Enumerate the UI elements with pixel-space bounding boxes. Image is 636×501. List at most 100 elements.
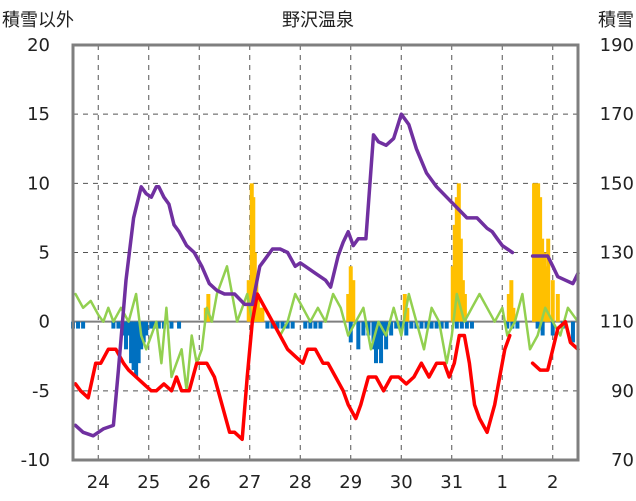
precipitation-bar: [454, 197, 459, 322]
precipitation-bar: [351, 280, 356, 322]
snow_depth_change-bar: [290, 321, 295, 329]
snow_depth_change-bar: [361, 321, 366, 336]
snow_depth_change-bar: [550, 321, 555, 336]
snow_depth_change-bar: [464, 321, 469, 329]
snow_depth_change-bar: [129, 321, 134, 364]
snow_depth_change-bar: [111, 321, 116, 329]
precipitation-bar: [532, 183, 537, 322]
precipitation-bar: [546, 238, 551, 322]
snow_depth_change-bar: [275, 321, 280, 329]
series-lines: [73, 112, 580, 442]
temperature-line: [530, 319, 580, 372]
snow_depth_change-bar: [134, 321, 139, 377]
precipitation-bar: [540, 238, 545, 322]
x-tick-label: 26: [188, 472, 211, 493]
bars: [71, 183, 575, 377]
plot-frame: [71, 43, 580, 462]
y-tick-label-left: 15: [27, 104, 50, 125]
precipitation-bar: [511, 307, 516, 322]
snow_depth_change-bar: [76, 321, 81, 329]
precipitation-bar: [542, 252, 547, 322]
snow_depth-line: [73, 112, 515, 438]
precipitation-bar: [452, 224, 457, 322]
snow_depth_change-bar: [124, 321, 129, 350]
precipitation-bar: [538, 197, 543, 322]
snow_depth_change-bar: [409, 321, 414, 329]
y-axis-right-label: 積雪: [598, 10, 634, 31]
snow_depth_change-bar: [535, 321, 540, 329]
snow_depth_change-bar: [515, 321, 520, 329]
precipitation-bar: [206, 294, 211, 322]
x-tick-label: 2: [547, 472, 558, 493]
snow_depth_change-bar: [394, 321, 399, 329]
snow_depth_change-bar: [439, 321, 444, 329]
x-tick-label: 27: [238, 472, 261, 493]
y-tick-label-right: 150: [600, 173, 634, 194]
snow_depth_change-bar: [313, 321, 318, 329]
x-tick-label: 24: [87, 472, 110, 493]
precipitation-bar: [405, 307, 410, 322]
precipitation-bar: [509, 280, 514, 322]
x-tick-label: 31: [440, 472, 463, 493]
chart-title: 野沢温泉: [282, 10, 354, 31]
y-tick-label-left: 0: [39, 312, 50, 333]
y-tick-label-left: 10: [27, 173, 50, 194]
snow_depth_change-bar: [116, 321, 121, 329]
snow_depth_change-bar: [469, 321, 474, 329]
snow_depth_change-bar: [376, 321, 381, 350]
x-tick-label: 25: [137, 472, 160, 493]
snow_depth_change-bar: [318, 321, 323, 329]
snow_depth_change-bar: [177, 321, 182, 329]
precipitation-bar: [460, 280, 465, 322]
precipitation-bar: [555, 294, 560, 322]
gridlines: [73, 45, 578, 460]
precipitation-bar: [450, 266, 455, 322]
precipitation-bar: [462, 294, 467, 322]
y-tick-label-right: 70: [611, 450, 634, 471]
snow_depth_change-bar: [81, 321, 86, 329]
snow_depth_change-bar: [424, 321, 429, 329]
temperature-line: [73, 292, 512, 442]
snow_depth_change-bar: [374, 321, 378, 364]
y-tick-label-right: 130: [600, 243, 634, 264]
snow_depth_change-bar: [419, 321, 424, 329]
precipitation-bar: [544, 266, 549, 322]
snow_depth_change-bar: [540, 321, 545, 336]
snow_depth_change-bar: [169, 321, 174, 329]
y-tick-label-left: -5: [32, 381, 50, 402]
snow_depth_change-bar: [308, 321, 313, 329]
precipitation-bar: [348, 266, 353, 322]
x-tick-label: 1: [497, 472, 508, 493]
snow_depth_change-bar: [131, 321, 136, 371]
precipitation-bar: [550, 280, 555, 322]
snow_depth_change-bar: [265, 321, 270, 329]
precipitation-bar: [255, 294, 260, 322]
y-tick-label-right: 90: [611, 381, 634, 402]
snow_depth_change-bar: [144, 321, 149, 336]
x-tick-label: 28: [289, 472, 312, 493]
snow_depth_change-bar: [280, 321, 285, 329]
precipitation-bar: [346, 294, 351, 322]
snow_depth_change-bar: [429, 321, 434, 329]
snow_depth_change-bar: [434, 321, 439, 329]
y-tick-label-left: 5: [39, 243, 50, 264]
precipitation-bar: [456, 183, 461, 322]
precipitation-bar: [402, 294, 407, 322]
snow_depth_change-bar: [454, 321, 459, 329]
x-tick-label: 29: [339, 472, 362, 493]
y-tick-label-right: 190: [600, 35, 634, 56]
snow_depth_change-bar: [126, 321, 131, 336]
y-tick-label-right: 170: [600, 104, 634, 125]
snow_depth_change-bar: [505, 321, 510, 329]
precipitation-bar: [260, 307, 265, 322]
precipitation-bar: [536, 183, 541, 322]
y-tick-label-left: -10: [21, 450, 50, 471]
y-axis-left-label: 積雪以外: [2, 10, 74, 31]
snow_depth_change-bar: [136, 321, 141, 364]
snow_depth_change-bar: [356, 321, 361, 350]
snow_depth_change-bar: [389, 321, 394, 336]
snow_depth-line: [530, 254, 580, 286]
